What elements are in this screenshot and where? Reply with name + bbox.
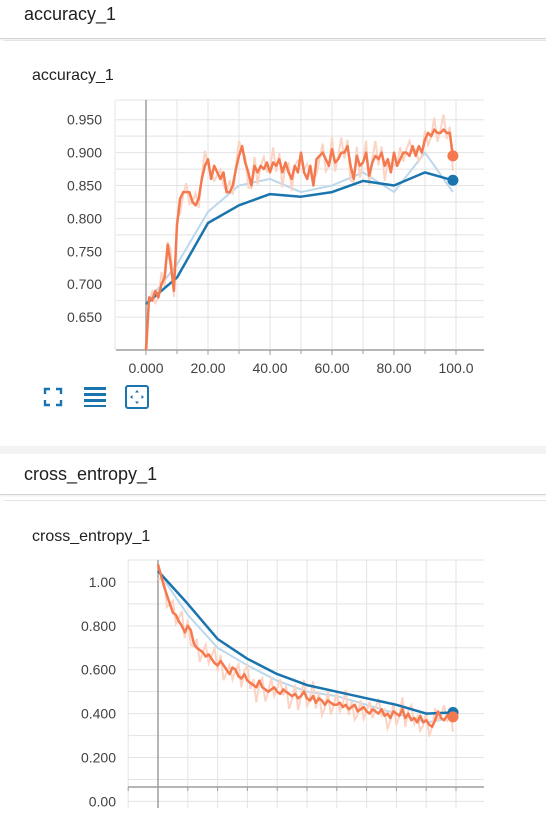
x-tick-label: 40.00: [252, 360, 287, 376]
y-tick-label: 0.800: [81, 618, 116, 634]
y-tick-label: 1.00: [89, 574, 116, 590]
cross-entropy-section-header[interactable]: cross_entropy_1: [0, 454, 546, 495]
y-tick-label: 0.800: [67, 210, 102, 226]
card-title: cross_entropy_1: [32, 528, 151, 545]
expand-chart-icon: [125, 385, 149, 409]
x-tick-label: 100.0: [438, 360, 473, 376]
train-last-point[interactable]: [447, 711, 459, 723]
y-tick-label: 0.900: [67, 145, 102, 161]
accuracy-section-header[interactable]: accuracy_1: [0, 0, 546, 39]
y-tick-label: 0.200: [81, 750, 116, 766]
test-series-line: [157, 570, 454, 715]
test-series-line: [145, 171, 454, 305]
fit-domain-button[interactable]: [40, 384, 66, 410]
series-group: [156, 564, 454, 737]
y-tick-label: 0.750: [67, 243, 102, 259]
train-series-line: [144, 128, 455, 350]
expand-chart-button[interactable]: [124, 384, 150, 410]
train-last-point[interactable]: [447, 150, 459, 162]
y-tick-label: 0.700: [67, 276, 102, 292]
y-tick-label: 0.650: [67, 309, 102, 325]
y-tick-label: 0.950: [67, 112, 102, 128]
log-scale-icon: [84, 387, 106, 407]
log-scale-button[interactable]: [82, 384, 108, 410]
accuracy-chart[interactable]: 0.650 0.700 0.750 0.800 0.850 0.900 0.950 0.000…: [0, 0, 546, 382]
series-group: [144, 114, 455, 350]
card-title: accuracy_1: [32, 67, 114, 84]
x-tick-label: 80.00: [376, 360, 411, 376]
section-title: cross_entropy_1: [24, 464, 158, 484]
chart-plot-area: 0.00 0.200 0.400 0.600 0.800 1.00: [81, 559, 484, 809]
section-title: accuracy_1: [24, 4, 117, 24]
fit-domain-icon: [43, 387, 63, 407]
train-series-line: [156, 564, 454, 729]
y-tick-label: 0.00: [89, 793, 116, 809]
y-tick-label: 0.400: [81, 706, 116, 722]
x-tick-label: 0.000: [128, 360, 163, 376]
test-last-point[interactable]: [447, 174, 459, 186]
y-tick-label: 0.850: [67, 178, 102, 194]
x-tick-label: 60.00: [314, 360, 349, 376]
test-raw-line: [145, 150, 454, 305]
y-tick-label: 0.600: [81, 662, 116, 678]
x-tick-label: 20.00: [190, 360, 225, 376]
